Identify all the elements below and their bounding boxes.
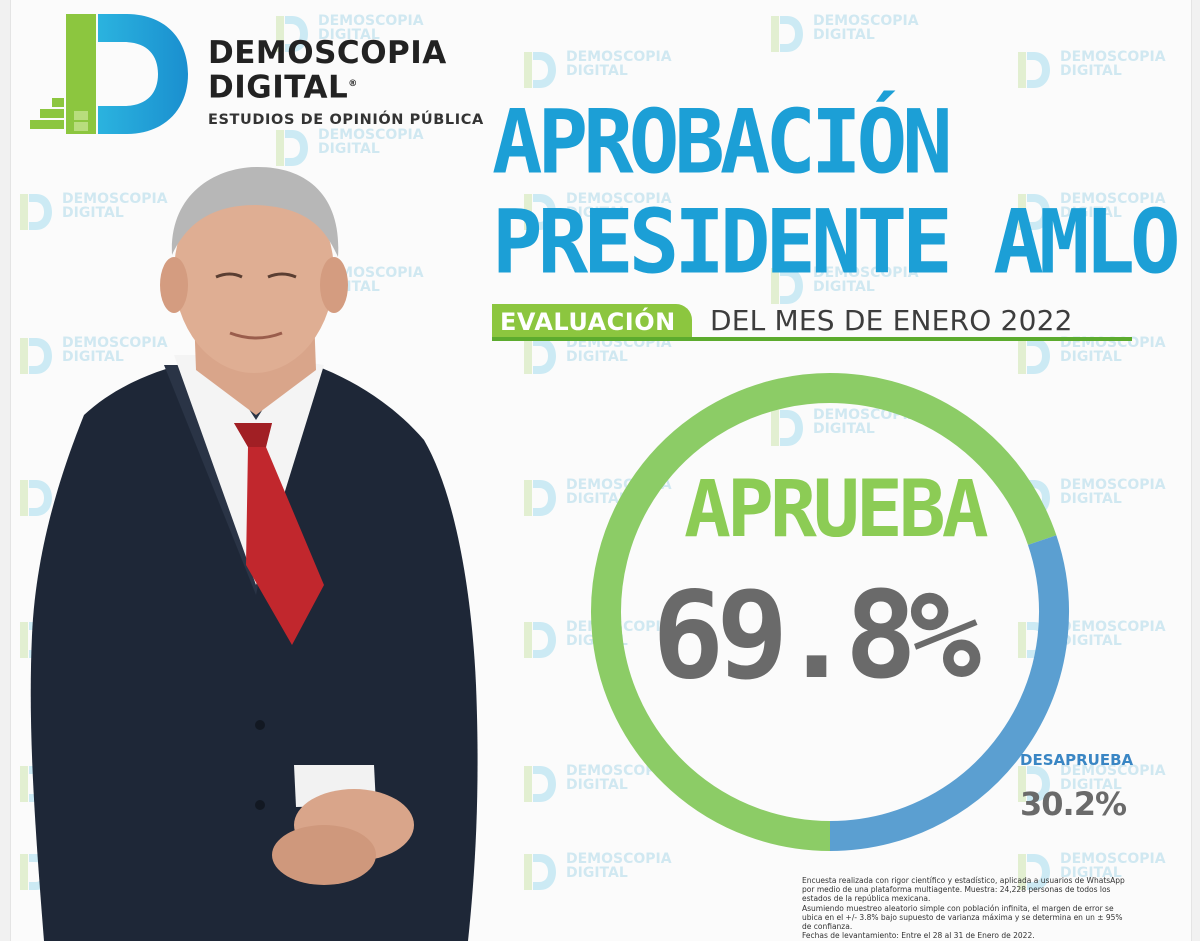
right-frame <box>1191 0 1200 941</box>
evaluation-tag <box>492 304 692 340</box>
logo-d-icon <box>30 14 188 134</box>
evaluation-period: DEL MES DE ENERO 2022 <box>710 304 1073 337</box>
registered-mark: ® <box>348 79 358 89</box>
brand-tagline: ESTUDIOS DE OPINIÓN PÚBLICA <box>208 112 484 129</box>
title-line2: PRESIDENTE AMLO <box>492 190 1181 294</box>
disapprove-label: DESAPRUEBA <box>1020 751 1134 769</box>
note-line: Fechas de levantamiento: Entre el 28 al … <box>802 931 1035 941</box>
disapprove-slice <box>829 535 1069 851</box>
note-line: Encuesta realizada con rigor científico … <box>802 876 1125 904</box>
subtitle-underline <box>492 337 1132 341</box>
methodology-note: Encuesta realizada con rigor científico … <box>802 876 1132 940</box>
logo-text: DEMOSCOPIA DIGITAL® ESTUDIOS DE OPINIÓN … <box>208 35 484 129</box>
president-portrait <box>30 167 478 941</box>
brand-name-line2: DIGITAL <box>208 69 349 106</box>
disapprove-value: 30.2% <box>1020 785 1127 823</box>
approve-value: 69.8% <box>652 567 981 706</box>
approve-label: APRUEBA <box>684 465 989 555</box>
approval-donut-chart <box>591 373 1069 851</box>
brand-name-line1: DEMOSCOPIA <box>208 35 447 71</box>
title-line1: APROBACIÓN <box>492 90 953 194</box>
note-line: Asumiendo muestreo aleatorio simple con … <box>802 903 1123 932</box>
approve-slice <box>591 373 1057 851</box>
evaluation-tag-label: EVALUACIÓN <box>500 308 676 336</box>
left-frame <box>0 0 11 941</box>
